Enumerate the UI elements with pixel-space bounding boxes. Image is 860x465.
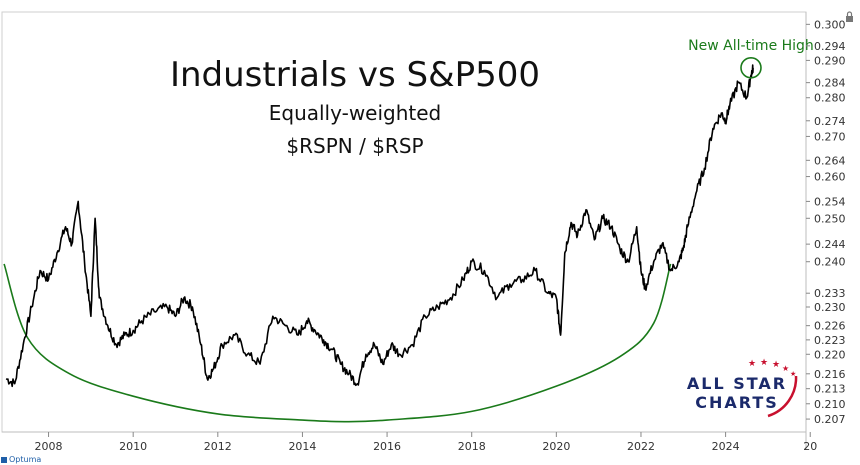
- trend-arc-layer: [3, 263, 672, 423]
- y-tick-label: 0.254: [814, 195, 846, 208]
- x-tick-label: 2016: [373, 440, 401, 453]
- y-tick-label: 0.300: [814, 18, 846, 31]
- optuma-watermark: Optuma: [1, 455, 41, 465]
- svg-text:★: ★: [790, 370, 796, 376]
- y-tick-label: 0.274: [814, 115, 846, 128]
- svg-text:★: ★: [772, 360, 780, 370]
- chart-subtitle-tickers: $RSPN / $RSP: [286, 134, 424, 158]
- x-axis: 2008 2010 2012 2014 2016 2018 2020 2022 2024 20: [35, 432, 817, 453]
- y-tick-label: 0.290: [814, 54, 846, 67]
- y-tick-label: 0.233: [814, 287, 846, 300]
- y-tick-label: 0.250: [814, 212, 846, 225]
- y-tick-label: 0.270: [814, 130, 846, 143]
- optuma-label: Optuma: [9, 455, 42, 464]
- rounding-bottom-arc: [3, 263, 672, 423]
- y-tick-label: 0.264: [814, 154, 846, 167]
- y-tick-label: 0.210: [814, 398, 846, 411]
- logo-line-2: CHARTS: [695, 393, 779, 412]
- series-layer: New All-time High: [5, 38, 814, 388]
- y-tick-label: 0.284: [814, 77, 846, 90]
- y-tick-label: 0.220: [814, 348, 846, 361]
- y-tick-label: 0.223: [814, 334, 846, 347]
- svg-text:★: ★: [782, 364, 789, 373]
- all-star-charts-logo: ★ ★ ★ ★ ★ ALL STAR CHARTS: [676, 356, 806, 418]
- lock-icon: [846, 11, 853, 22]
- logo-arc-icon: [767, 375, 798, 418]
- stars-icon: ★ ★ ★ ★ ★: [748, 358, 796, 376]
- chart-title: Industrials vs S&P500: [169, 55, 541, 95]
- x-tick-label: 2008: [35, 440, 63, 453]
- y-tick-label: 0.213: [814, 383, 846, 396]
- svg-text:★: ★: [760, 358, 768, 368]
- optuma-icon: [1, 456, 7, 463]
- x-tick-label: 20: [803, 440, 817, 453]
- y-tick-label: 0.240: [814, 256, 846, 269]
- y-tick-label: 0.230: [814, 301, 846, 314]
- x-tick-label: 2012: [204, 440, 232, 453]
- chart-subtitle: Equally-weighted: [268, 101, 442, 125]
- x-tick-label: 2010: [119, 440, 147, 453]
- logo-line-1: ALL STAR: [686, 374, 788, 393]
- x-tick-label: 2018: [458, 440, 486, 453]
- series-line-rspn-rsp: [5, 64, 754, 388]
- y-tick-label: 0.294: [814, 40, 846, 53]
- y-tick-label: 0.244: [814, 238, 846, 251]
- y-tick-label: 0.226: [814, 320, 846, 333]
- all-time-high-annotation: New All-time High: [688, 38, 814, 54]
- x-tick-label: 2024: [712, 440, 740, 453]
- y-tick-label: 0.216: [814, 368, 846, 381]
- y-tick-label: 0.260: [814, 171, 846, 184]
- x-tick-label: 2014: [288, 440, 316, 453]
- x-tick-label: 2020: [542, 440, 570, 453]
- y-tick-label: 0.207: [814, 413, 846, 426]
- grid: [1, 11, 807, 450]
- svg-text:★: ★: [748, 359, 756, 369]
- y-tick-label: 0.280: [814, 92, 846, 105]
- all-time-high-circle: [740, 56, 762, 79]
- x-tick-label: 2022: [627, 440, 655, 453]
